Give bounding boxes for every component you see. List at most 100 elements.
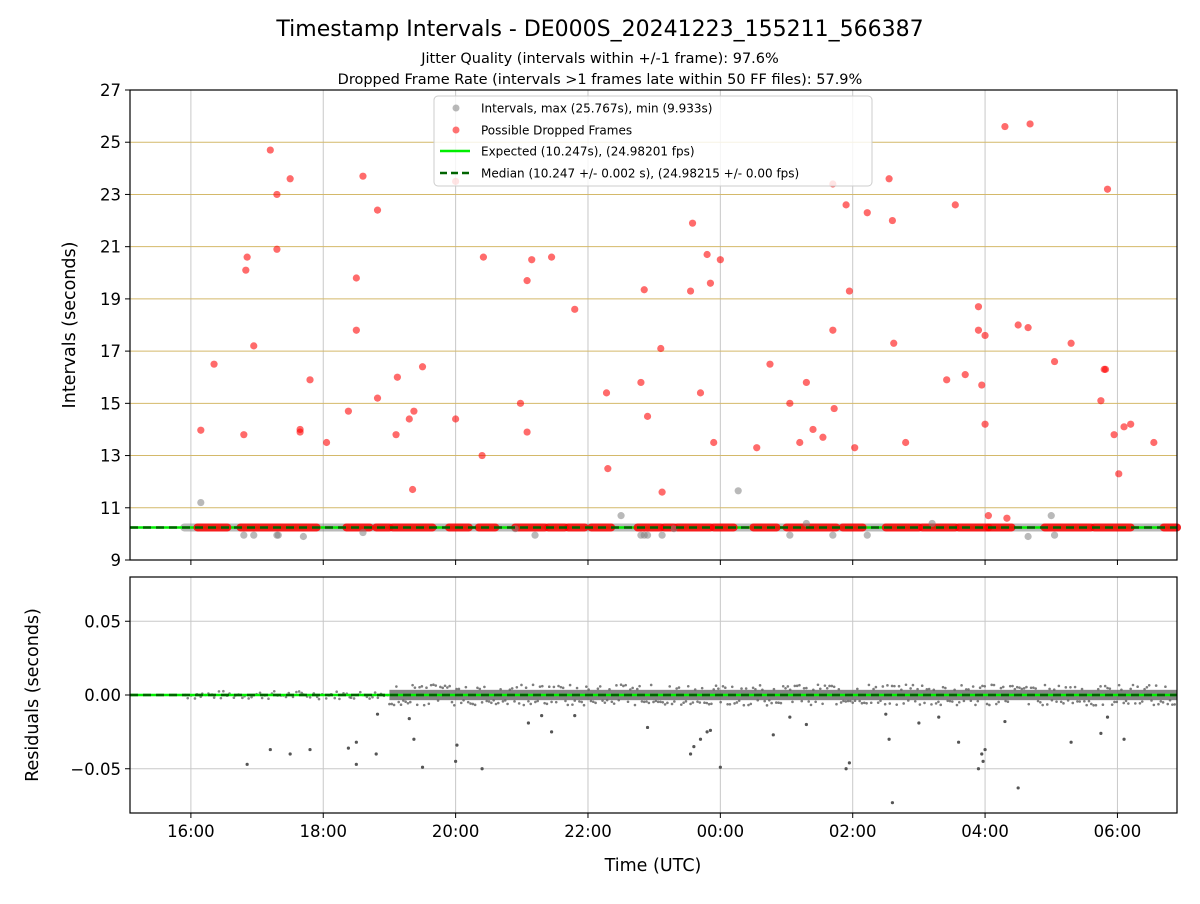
residual-outlier-point — [698, 737, 703, 741]
residual-outlier-point — [976, 767, 981, 771]
residual-point — [844, 700, 848, 703]
top-panel-marks — [130, 120, 1181, 541]
dropped-frame-point — [528, 256, 536, 264]
dropped-frame-point — [604, 465, 612, 473]
legend: Intervals, max (25.767s), min (9.933s) P… — [433, 95, 873, 187]
residual-outlier-point — [245, 762, 249, 766]
residual-point — [1129, 687, 1132, 691]
residual-point — [721, 684, 725, 688]
residual-point — [937, 700, 940, 704]
residual-point — [724, 686, 727, 689]
dropped-frame-point — [1050, 357, 1059, 366]
residual-point — [1124, 699, 1128, 703]
residual-point — [1080, 687, 1084, 691]
residual-outlier-point — [268, 747, 272, 752]
residual-point — [476, 686, 479, 690]
top-ylabel: Intervals (seconds) — [60, 242, 80, 409]
dropped-frame-point — [296, 425, 304, 434]
residual-point — [763, 699, 766, 703]
residual-point — [714, 684, 718, 688]
dropped-frame-point — [885, 175, 893, 183]
residual-point — [222, 689, 225, 693]
interval-point — [658, 531, 666, 539]
interval-point — [1050, 531, 1059, 539]
chart-subtitle-dropped: Dropped Frame Rate (intervals >1 frames … — [338, 72, 863, 88]
residual-point — [860, 701, 864, 705]
dropped-frame-point — [523, 277, 531, 285]
dropped-frame-point — [1150, 438, 1158, 447]
residual-point — [1131, 683, 1135, 687]
residual-point — [1050, 698, 1054, 702]
residual-point — [740, 687, 743, 690]
residual-point — [781, 684, 785, 688]
interval-point — [240, 531, 248, 539]
residual-point — [1154, 684, 1158, 687]
dropped-frame-point — [961, 371, 969, 379]
residual-point — [315, 695, 319, 699]
residual-outlier-point — [308, 747, 312, 752]
residual-point — [1147, 684, 1151, 687]
residual-outlier-point — [455, 743, 459, 747]
residual-point — [712, 688, 716, 691]
residual-point — [622, 684, 625, 688]
residual-point — [679, 703, 683, 706]
dropped-frame-point — [479, 253, 488, 261]
residual-outlier-point — [526, 721, 531, 725]
residual-point — [1076, 700, 1079, 703]
interval-point — [734, 487, 742, 495]
residual-point — [499, 687, 502, 691]
residual-point — [932, 688, 936, 692]
residual-point — [1083, 699, 1086, 703]
top-y-tick-label: 9 — [111, 551, 122, 570]
dropped-frame-point — [602, 389, 611, 397]
residual-outlier-point — [705, 730, 709, 734]
residual-point — [629, 688, 632, 691]
dropped-frame-point — [478, 451, 486, 460]
residual-point — [893, 684, 896, 688]
residual-point — [1150, 699, 1153, 702]
residual-point — [594, 701, 597, 705]
residual-point — [881, 685, 885, 688]
residual-point — [675, 687, 678, 690]
residual-point — [951, 700, 954, 703]
residual-point — [446, 686, 449, 689]
dropped-frame-point — [703, 250, 711, 259]
residual-point — [376, 696, 380, 700]
residual-point — [839, 701, 843, 704]
residual-point — [573, 699, 577, 702]
dropped-frame-point — [344, 407, 353, 415]
top-y-tick-label: 21 — [100, 238, 121, 257]
residual-point — [756, 698, 760, 702]
residual-point — [561, 686, 565, 690]
residual-point — [564, 699, 567, 703]
residual-point — [575, 686, 579, 690]
dropped-frame-point — [240, 431, 248, 439]
residual-point — [559, 685, 563, 689]
residual-point — [846, 699, 850, 703]
residual-point — [608, 688, 611, 691]
residual-outlier-point — [718, 765, 722, 769]
interval-point — [1047, 512, 1055, 520]
bottom-y-tick-label: 0.00 — [84, 686, 121, 705]
residual-point — [547, 685, 551, 688]
top-y-tick-label: 27 — [100, 81, 121, 100]
residual-point — [571, 703, 574, 706]
residual-outlier-point — [983, 747, 987, 752]
residual-point — [295, 690, 298, 694]
residual-point — [700, 686, 704, 690]
residual-outlier-point — [887, 737, 891, 741]
residual-point — [809, 703, 813, 707]
residual-point — [612, 702, 616, 705]
dropped-frame-point — [829, 326, 837, 334]
residual-outlier-point — [454, 759, 458, 763]
dropped-frame-point — [273, 245, 281, 253]
residual-point — [1034, 687, 1038, 690]
residual-point — [418, 685, 421, 689]
residual-point — [944, 686, 947, 690]
residual-point — [250, 695, 253, 699]
residual-point — [786, 685, 790, 688]
dropped-frame-point — [1097, 397, 1105, 405]
residual-point — [696, 700, 699, 703]
residual-outlier-point — [917, 721, 921, 725]
